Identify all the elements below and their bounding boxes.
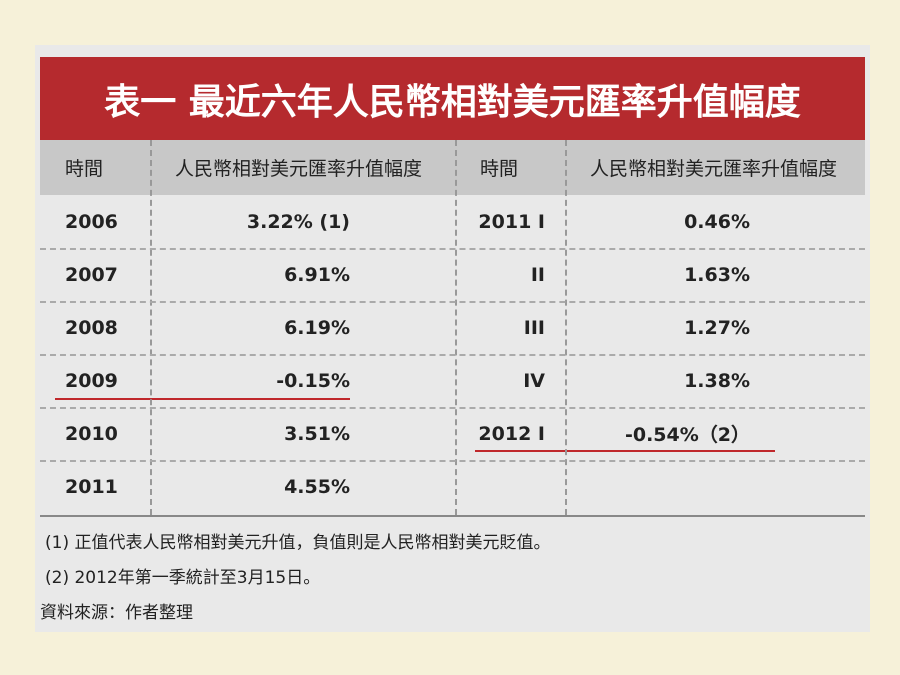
- header-cell: 人民幣相對美元匯率升值幅度: [175, 158, 423, 180]
- time-cell: II: [530, 263, 545, 286]
- divider: [565, 140, 567, 515]
- header-cell: 時間: [480, 158, 519, 180]
- source: 資料來源：作者整理: [40, 603, 193, 623]
- time-cell: 2010: [65, 422, 118, 445]
- note: (1) 正值代表人民幣相對美元升值，負值則是人民幣相對美元貶值。: [45, 533, 551, 553]
- header-cell: 人民幣相對美元匯率升值幅度: [590, 158, 838, 180]
- underline: [475, 450, 775, 452]
- row-divider: [40, 407, 865, 409]
- value-cell: 1.27%: [684, 316, 750, 339]
- underline: [55, 398, 350, 400]
- time-cell: IV: [523, 369, 545, 392]
- value-cell: 0.46%: [684, 210, 750, 233]
- time-cell: 2011 I: [478, 210, 545, 233]
- value-cell: -0.15%: [276, 369, 350, 392]
- time-cell: III: [523, 316, 545, 339]
- value-cell: 3.22% (1): [246, 210, 350, 233]
- time-cell: 2007: [65, 263, 118, 286]
- time-cell: 2008: [65, 316, 118, 339]
- value-cell: 3.51%: [284, 422, 350, 445]
- row-divider: [40, 301, 865, 303]
- row-divider: [40, 460, 865, 462]
- header-cell: 時間: [65, 158, 104, 180]
- value-cell: 6.19%: [284, 316, 350, 339]
- divider: [150, 140, 152, 515]
- time-cell: 2009: [65, 369, 118, 392]
- row-divider: [40, 354, 865, 356]
- value-cell: -0.54%（2）: [624, 424, 750, 446]
- time-cell: 2011: [65, 475, 118, 498]
- row-divider: [40, 515, 865, 517]
- row-divider: [40, 248, 865, 250]
- note: (2) 2012年第一季統計至3月15日。: [45, 568, 321, 588]
- title: 表一 最近六年人民幣相對美元匯率升值幅度: [40, 57, 865, 140]
- time-cell: 2006: [65, 210, 118, 233]
- value-cell: 1.63%: [684, 263, 750, 286]
- divider: [455, 140, 457, 515]
- value-cell: 6.91%: [284, 263, 350, 286]
- value-cell: 1.38%: [684, 369, 750, 392]
- value-cell: 4.55%: [284, 475, 350, 498]
- time-cell: 2012 I: [478, 422, 545, 445]
- header-row: [40, 140, 865, 195]
